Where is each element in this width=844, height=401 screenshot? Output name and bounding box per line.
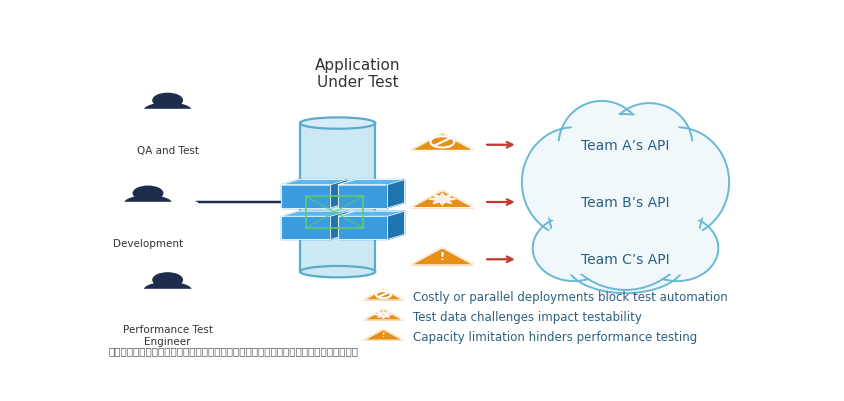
Ellipse shape	[566, 232, 684, 294]
Polygon shape	[430, 193, 456, 206]
Ellipse shape	[522, 128, 625, 237]
Text: !: !	[381, 332, 385, 338]
Ellipse shape	[578, 238, 673, 288]
Bar	[118, 289, 217, 298]
Text: Performance Test
Engineer: Performance Test Engineer	[122, 324, 213, 346]
Ellipse shape	[125, 196, 171, 211]
Text: Team C’s API: Team C’s API	[582, 253, 670, 267]
Polygon shape	[411, 134, 473, 151]
Ellipse shape	[625, 128, 729, 237]
Ellipse shape	[541, 222, 607, 275]
Text: 由于缺乏并行部署、测试数据限制和容量不足，尝试在真实环境中测试微服务是很困难的。: 由于缺乏并行部署、测试数据限制和容量不足，尝试在真实环境中测试微服务是很困难的。	[109, 345, 359, 355]
Ellipse shape	[636, 139, 719, 227]
Text: Development: Development	[113, 238, 183, 248]
Polygon shape	[338, 217, 387, 240]
Polygon shape	[387, 180, 404, 209]
Text: Capacity limitation hinders performance testing: Capacity limitation hinders performance …	[413, 330, 697, 343]
Polygon shape	[364, 310, 403, 320]
Polygon shape	[281, 212, 348, 217]
Text: !: !	[440, 251, 445, 261]
Text: Team A’s API: Team A’s API	[582, 138, 669, 152]
Polygon shape	[364, 330, 403, 340]
Polygon shape	[281, 217, 331, 240]
Ellipse shape	[533, 139, 615, 227]
Ellipse shape	[563, 132, 688, 273]
Ellipse shape	[144, 104, 191, 118]
Ellipse shape	[559, 102, 645, 189]
Circle shape	[133, 187, 163, 200]
Polygon shape	[411, 248, 473, 265]
Bar	[118, 110, 217, 119]
Polygon shape	[331, 180, 348, 209]
Bar	[300, 124, 376, 272]
Ellipse shape	[300, 118, 376, 130]
Polygon shape	[331, 212, 348, 240]
Ellipse shape	[645, 222, 710, 275]
Polygon shape	[338, 180, 404, 185]
Text: Team B’s API: Team B’s API	[582, 196, 670, 209]
Ellipse shape	[533, 216, 614, 282]
Polygon shape	[338, 185, 387, 209]
Polygon shape	[338, 212, 404, 217]
Ellipse shape	[636, 216, 718, 282]
Text: QA and Test: QA and Test	[137, 146, 198, 155]
Ellipse shape	[614, 112, 684, 179]
Circle shape	[153, 94, 182, 108]
Polygon shape	[364, 290, 403, 300]
Text: Test data challenges impact testability: Test data challenges impact testability	[413, 310, 641, 323]
Ellipse shape	[144, 283, 191, 297]
Ellipse shape	[548, 115, 703, 290]
Ellipse shape	[567, 110, 636, 180]
Polygon shape	[387, 212, 404, 240]
Polygon shape	[281, 185, 331, 209]
Text: Costly or parallel deployments block test automation: Costly or parallel deployments block tes…	[413, 290, 728, 303]
Ellipse shape	[606, 104, 692, 187]
Polygon shape	[281, 180, 348, 185]
Polygon shape	[411, 191, 473, 208]
Circle shape	[153, 273, 182, 287]
Polygon shape	[376, 311, 392, 319]
Text: Application
Under Test: Application Under Test	[315, 57, 400, 90]
Ellipse shape	[300, 266, 376, 277]
Bar	[99, 203, 197, 212]
